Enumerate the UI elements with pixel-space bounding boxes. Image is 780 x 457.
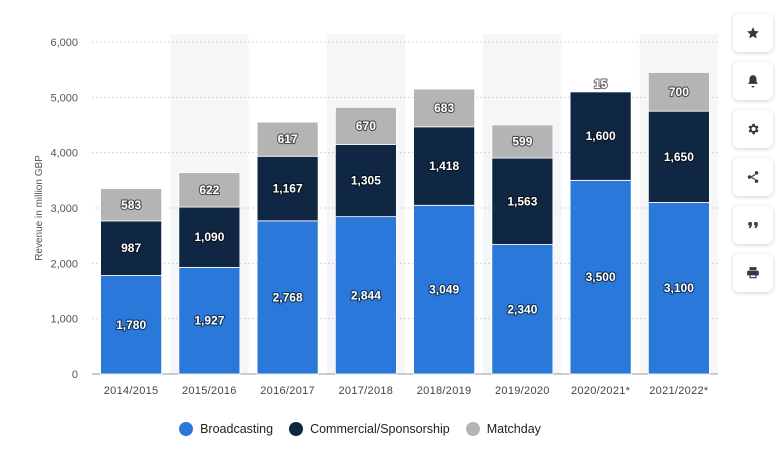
x-tick-label: 2019/2020 bbox=[495, 385, 550, 397]
x-tick-label: 2014/2015 bbox=[104, 385, 159, 397]
print-icon bbox=[747, 267, 759, 279]
share-button[interactable] bbox=[733, 158, 773, 196]
bar-segment bbox=[569, 179, 632, 375]
bar-segment bbox=[256, 121, 319, 157]
quote-icon bbox=[748, 222, 758, 228]
y-tick-label: 5,000 bbox=[50, 92, 78, 104]
data-label: 1,650 bbox=[664, 150, 694, 164]
bar-segment bbox=[334, 216, 397, 375]
bar-segment bbox=[413, 126, 476, 206]
data-label: 622 bbox=[199, 183, 219, 197]
data-label: 987 bbox=[121, 241, 141, 255]
bar-segment bbox=[178, 266, 241, 375]
y-tick-label: 4,000 bbox=[50, 148, 78, 160]
data-label: 2,844 bbox=[351, 288, 381, 302]
settings-button[interactable] bbox=[733, 110, 773, 148]
data-label: 1,780 bbox=[116, 318, 146, 332]
data-label: 1,305 bbox=[351, 174, 381, 188]
data-label: 2,768 bbox=[273, 290, 303, 304]
bar-segment bbox=[413, 204, 476, 375]
y-axis-label: Revenue in million GBP bbox=[34, 155, 45, 261]
bar-segment bbox=[178, 172, 241, 208]
bar-segment bbox=[647, 72, 710, 112]
data-label: 670 bbox=[356, 119, 376, 133]
side-toolbar bbox=[733, 14, 773, 292]
data-label: 1,600 bbox=[586, 129, 616, 143]
legend-dot-broadcasting bbox=[179, 422, 194, 436]
x-tick-label: 2015/2016 bbox=[182, 385, 237, 397]
legend-label-broadcasting: Broadcasting bbox=[200, 422, 274, 436]
y-tick-label: 0 bbox=[72, 369, 78, 381]
data-label: 15 bbox=[594, 77, 608, 91]
bar-segment bbox=[569, 90, 632, 93]
legend-dot-matchday bbox=[465, 422, 480, 436]
legend-item-commercial[interactable]: Commercial/Sponsorship bbox=[289, 422, 450, 436]
bar-segment bbox=[413, 88, 476, 128]
favorite-button[interactable] bbox=[733, 14, 773, 52]
star-icon bbox=[747, 27, 759, 39]
share-icon bbox=[747, 171, 759, 183]
bar-segment bbox=[100, 275, 163, 375]
data-label: 599 bbox=[512, 134, 532, 148]
bar-segment bbox=[100, 220, 163, 276]
legend-item-matchday[interactable]: Matchday bbox=[465, 422, 541, 436]
x-tick-label: 2016/2017 bbox=[260, 385, 315, 397]
notification-button[interactable] bbox=[733, 62, 773, 100]
data-label: 1,418 bbox=[429, 159, 459, 173]
bar-segment bbox=[334, 106, 397, 145]
x-tick-label: 2017/2018 bbox=[339, 385, 394, 397]
bar-segment bbox=[647, 110, 710, 203]
bar-segment bbox=[256, 155, 319, 222]
data-label: 3,049 bbox=[429, 283, 459, 297]
data-label: 3,500 bbox=[586, 270, 616, 284]
data-label: 2,340 bbox=[507, 302, 537, 316]
data-label: 1,090 bbox=[194, 230, 224, 244]
bar-segment bbox=[647, 202, 710, 375]
data-label: 1,563 bbox=[507, 194, 537, 208]
chart-area: 0 1,000 2,000 3,000 4,000 5,000 6,000 Revenue i… bbox=[0, 37, 720, 436]
bar-segment bbox=[178, 206, 241, 268]
data-label: 700 bbox=[669, 85, 689, 99]
x-tick-label: 2018/2019 bbox=[417, 385, 472, 397]
legend-dot-commercial bbox=[289, 422, 304, 436]
y-tick-label: 1,000 bbox=[50, 314, 78, 326]
revenue-chart: 0 1,000 2,000 3,000 4,000 5,000 6,000 Revenue i… bbox=[34, 37, 718, 397]
bar-segment bbox=[491, 124, 554, 159]
bar-segment bbox=[491, 157, 554, 245]
data-label: 583 bbox=[121, 198, 141, 212]
data-label: 1,167 bbox=[273, 182, 303, 196]
legend-item-broadcasting[interactable]: Broadcasting bbox=[179, 422, 273, 436]
y-tick-label: 6,000 bbox=[50, 37, 78, 49]
x-tick-label: 2021/2022* bbox=[649, 385, 709, 397]
y-tick-label: 2,000 bbox=[50, 258, 78, 270]
gear-icon bbox=[748, 123, 759, 135]
data-label: 683 bbox=[434, 101, 454, 115]
data-label: 617 bbox=[278, 132, 298, 146]
data-label: 3,100 bbox=[664, 281, 694, 295]
y-tick-label: 3,000 bbox=[50, 203, 78, 215]
bar-segment bbox=[491, 244, 554, 375]
x-tick-label: 2020/2021* bbox=[571, 385, 631, 397]
cite-button[interactable] bbox=[733, 206, 773, 244]
legend-label-matchday: Matchday bbox=[486, 422, 541, 436]
legend: Broadcasting Commercial/Sponsorship Matc… bbox=[0, 422, 720, 436]
bell-icon bbox=[748, 75, 758, 88]
print-button[interactable] bbox=[733, 254, 773, 292]
data-label: 1,927 bbox=[194, 314, 224, 328]
bar-segment bbox=[100, 188, 163, 222]
legend-label-commercial: Commercial/Sponsorship bbox=[310, 422, 450, 436]
